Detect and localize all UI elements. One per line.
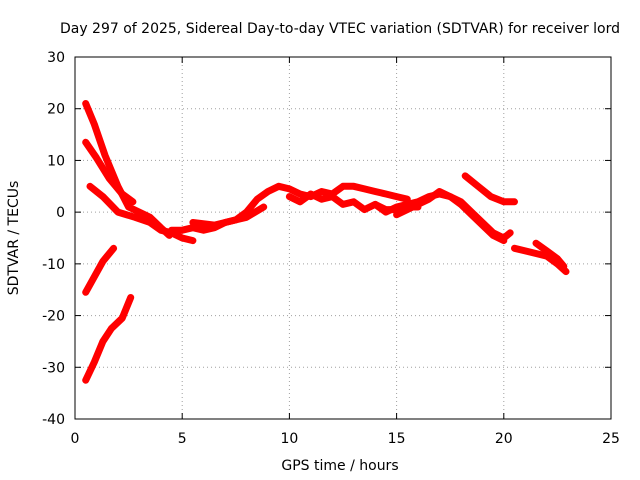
y-tick-label: 0 xyxy=(56,205,65,221)
y-axis-label: SDTVAR / TECUs xyxy=(6,181,22,296)
y-tick-label: 10 xyxy=(47,153,65,169)
series-arc-11 xyxy=(461,172,518,206)
series-arc-3 xyxy=(86,182,197,245)
series-arc-5 xyxy=(82,294,135,384)
x-tick-label: 10 xyxy=(280,431,298,447)
series-arc-7 xyxy=(189,203,268,229)
series-arc-2 xyxy=(82,138,137,206)
x-tick-label: 15 xyxy=(388,431,406,447)
plot-frame xyxy=(74,56,612,420)
series-arc-13 xyxy=(532,239,568,270)
chart-title: Day 297 of 2025, Sidereal Day-to-day VTE… xyxy=(60,21,620,37)
y-tick-label: -30 xyxy=(42,360,65,376)
series-arc-4 xyxy=(82,244,118,296)
data-series xyxy=(82,100,570,384)
x-tick-label: 5 xyxy=(178,431,187,447)
grid xyxy=(75,57,611,419)
y-tick-label: -20 xyxy=(42,309,65,325)
x-axis-label: GPS time / hours xyxy=(281,458,398,474)
y-tick-label: 30 xyxy=(47,50,65,66)
x-tick-label: 25 xyxy=(602,431,620,447)
x-tick-label: 0 xyxy=(71,431,80,447)
series-arc-10 xyxy=(393,188,508,245)
axis-ticks: 0 5 10 15 20 25 -40 -30 -20 -10 0 10 20 30 xyxy=(42,50,620,447)
y-tick-label: -10 xyxy=(42,257,65,273)
series-arc-6 xyxy=(168,182,411,234)
x-tick-label: 20 xyxy=(495,431,513,447)
y-tick-label: 20 xyxy=(47,102,65,118)
y-tick-label: -40 xyxy=(42,412,65,428)
